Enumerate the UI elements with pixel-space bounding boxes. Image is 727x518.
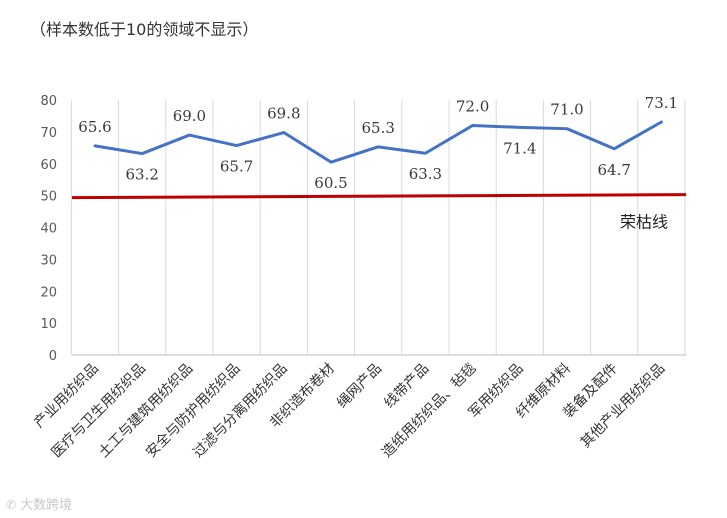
x-tick-label: 造纸用纺织品、毡毯 bbox=[379, 361, 479, 461]
y-tick-label: 80 bbox=[40, 94, 57, 109]
data-label: 63.3 bbox=[409, 165, 442, 183]
reference-line-label: 荣枯线 bbox=[620, 213, 668, 232]
watermark-logo-icon: ✆ bbox=[6, 498, 17, 512]
y-tick-label: 20 bbox=[40, 285, 57, 300]
y-tick-label: 40 bbox=[40, 222, 57, 237]
data-label: 65.6 bbox=[78, 118, 111, 136]
data-label: 71.4 bbox=[503, 139, 536, 157]
data-label: 72.0 bbox=[456, 98, 489, 116]
y-tick-label: 10 bbox=[40, 317, 57, 332]
watermark-text: 大数跨境 bbox=[20, 498, 73, 513]
data-label: 73.1 bbox=[645, 94, 678, 112]
y-tick-label: 60 bbox=[40, 158, 57, 173]
reference-line bbox=[71, 193, 687, 200]
chart-note: （样本数低于10的领域不显示） bbox=[30, 20, 259, 39]
data-label: 71.0 bbox=[550, 101, 583, 119]
data-label: 65.3 bbox=[361, 119, 394, 137]
data-label: 60.5 bbox=[314, 174, 347, 192]
data-label: 69.0 bbox=[173, 107, 206, 125]
series-line bbox=[93, 120, 663, 164]
data-label: 64.7 bbox=[597, 161, 630, 179]
y-tick-label: 70 bbox=[40, 126, 57, 141]
data-label: 69.8 bbox=[267, 105, 300, 123]
y-tick-label: 30 bbox=[40, 253, 57, 268]
y-tick-label: 0 bbox=[49, 349, 57, 364]
data-label: 65.7 bbox=[220, 158, 253, 176]
x-tick-label: 绳网产品 bbox=[334, 361, 385, 412]
watermark: ✆ 大数跨境 bbox=[6, 494, 72, 513]
x-tick-label: 其他产业用纺织品 bbox=[578, 361, 669, 452]
y-tick-label: 50 bbox=[40, 190, 57, 205]
data-label: 63.2 bbox=[125, 166, 158, 184]
